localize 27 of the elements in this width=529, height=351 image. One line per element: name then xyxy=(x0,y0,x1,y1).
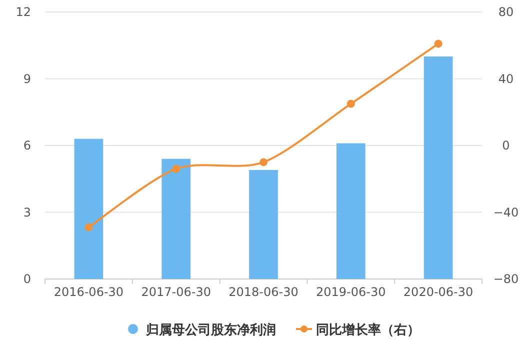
point xyxy=(260,158,268,166)
point xyxy=(434,40,442,48)
y-tick-label: 9 xyxy=(23,72,31,86)
x-tick-label: 2017-06-30 xyxy=(141,285,211,299)
x-tick-label: 2018-06-30 xyxy=(228,285,298,299)
x-tick-label: 2016-06-30 xyxy=(54,285,124,299)
point xyxy=(172,164,180,173)
y2-tick-label: 40 xyxy=(498,72,514,86)
point xyxy=(84,223,93,232)
bar xyxy=(162,158,191,279)
point xyxy=(346,100,355,108)
bar xyxy=(424,56,453,279)
y-tick-label: 12 xyxy=(16,5,31,19)
bar xyxy=(249,170,278,279)
y2-tick-label: 0 xyxy=(502,138,510,152)
y2-tick-label: 80 xyxy=(498,5,514,19)
y2-tick-label: −40 xyxy=(493,205,519,220)
bar xyxy=(74,138,104,279)
x-tick-label: 2019-06-30 xyxy=(316,285,386,299)
y-tick-label: 6 xyxy=(23,138,31,152)
legend-label: 归属母公司股东净利润 xyxy=(145,322,276,338)
x-tick-label: 2020-06-30 xyxy=(403,285,474,299)
y-tick-label: 0 xyxy=(23,272,31,286)
legend-label: 同比增长率（右） xyxy=(316,322,420,338)
bar xyxy=(336,143,366,279)
y-tick-label: 3 xyxy=(23,205,31,220)
y2-tick-label: −80 xyxy=(493,272,519,286)
